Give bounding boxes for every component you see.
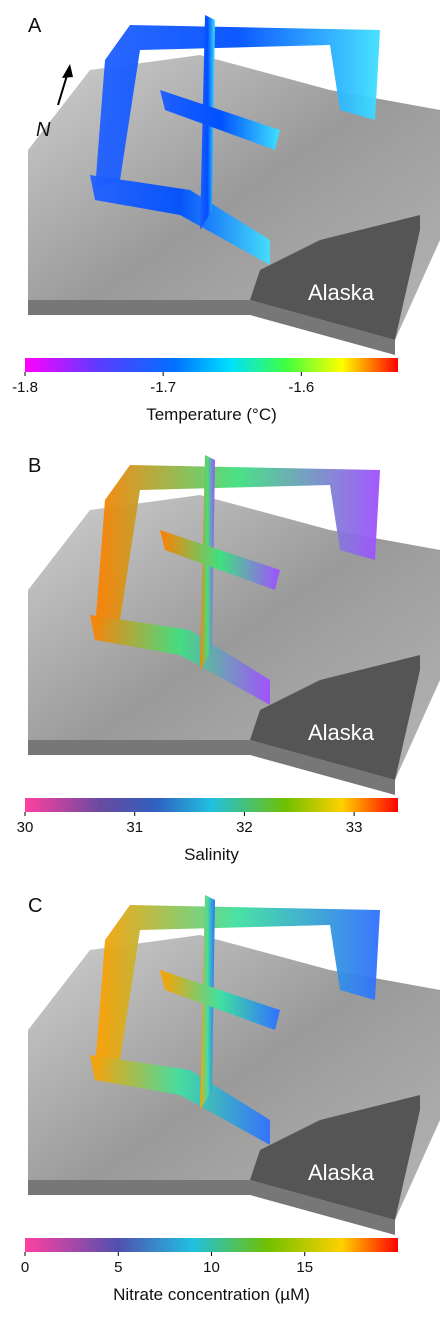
colorbar	[25, 358, 398, 372]
panel-label: A	[28, 15, 42, 37]
north-arrow-head	[62, 64, 73, 78]
panel: Alaska A N -1.8 -1.7 -1.6 Temperature (°C)	[12, 15, 440, 424]
figure: AlaskaAN-1.8-1.7-1.6Temperature (°C)Alas…	[0, 0, 440, 1320]
colorbar	[25, 798, 398, 812]
panel: Alaska C 0 5 10 15 Nitrate concentration (µM)	[21, 895, 440, 1304]
colorbar-title: Salinity	[184, 845, 239, 864]
tick-label: 5	[114, 1259, 122, 1276]
colorbar-title: Nitrate concentration (µM)	[113, 1285, 310, 1304]
panel-label: C	[28, 895, 42, 917]
tick-label: 30	[17, 819, 34, 836]
place-label: Alaska	[308, 280, 375, 305]
place-label: Alaska	[308, 1160, 375, 1185]
tick-label: -1.7	[150, 379, 176, 396]
tick-label: 0	[21, 1259, 29, 1276]
place-label: Alaska	[308, 720, 375, 745]
tick-label: -1.6	[288, 379, 314, 396]
colorbar	[25, 1238, 398, 1252]
tick-label: -1.8	[12, 379, 38, 396]
tick-label: 32	[236, 819, 253, 836]
panel: Alaska B 30 31 32 33 Salinity	[17, 455, 440, 864]
north-label: N	[36, 119, 51, 141]
panel-label: B	[28, 455, 41, 477]
tick-label: 10	[203, 1259, 220, 1276]
tick-label: 15	[296, 1259, 313, 1276]
colorbar-title: Temperature (°C)	[146, 405, 277, 424]
tick-label: 33	[346, 819, 363, 836]
tick-label: 31	[126, 819, 143, 836]
